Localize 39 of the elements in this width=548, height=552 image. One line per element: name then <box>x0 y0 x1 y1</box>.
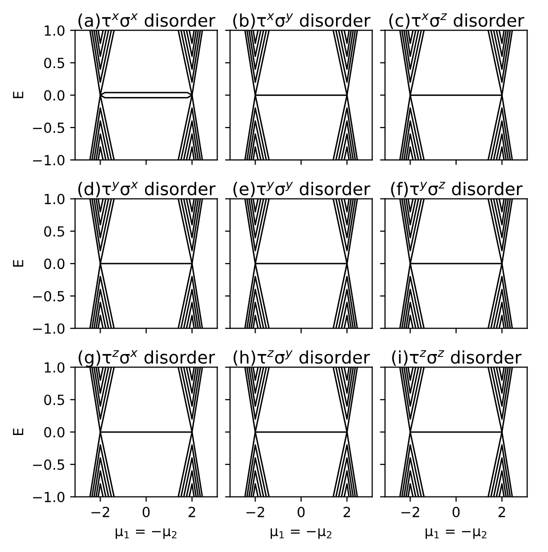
y-tick-label: 0.5 <box>44 394 64 406</box>
y-tick-label: −1.0 <box>33 323 64 334</box>
y-axis-title: E <box>13 260 24 267</box>
y-tick-label: 0.0 <box>44 426 64 438</box>
x-tick-label: 0 <box>142 506 150 518</box>
x-axis-title: μ$_{1}$ = −μ$_{2}$ <box>116 528 176 539</box>
chart-title: (f)τ$^{y}$σ$^{z}$ disorder <box>391 182 523 198</box>
y-axis-title: E <box>13 92 24 98</box>
chart-title: (h)τ$^{z}$σ$^{y}$ disorder <box>234 350 370 366</box>
y-tick-label: −0.5 <box>33 122 64 134</box>
x-tick-label: −2 <box>246 506 264 518</box>
y-axis-title: E <box>13 428 24 436</box>
y-tick-label: 1.0 <box>44 194 64 204</box>
y-tick-label: 1.0 <box>44 362 64 373</box>
y-tick-label: 1.0 <box>44 25 64 36</box>
chart-title: (c)τ$^{x}$σ$^{z}$ disorder <box>389 13 524 29</box>
y-tick-label: −1.0 <box>33 492 64 502</box>
y-tick-label: −0.5 <box>33 290 64 302</box>
y-tick-label: 0.0 <box>44 90 64 101</box>
chart-title: (i)τ$^{z}$σ$^{z}$ disorder <box>392 350 522 366</box>
y-tick-label: −0.5 <box>33 459 64 470</box>
x-tick-label: 2 <box>188 506 196 518</box>
y-tick-label: 0.0 <box>44 258 64 270</box>
y-tick-label: 0.5 <box>44 58 64 68</box>
x-tick-label: −2 <box>92 506 110 518</box>
chart-title: (e)τ$^{y}$σ$^{y}$ disorder <box>233 182 370 198</box>
x-tick-label: 0 <box>452 506 460 518</box>
chart-title: (g)τ$^{z}$σ$^{x}$ disorder <box>78 350 216 368</box>
y-tick-label: 0.5 <box>44 226 64 237</box>
x-axis-title: μ$_{1}$ = −μ$_{2}$ <box>426 528 486 539</box>
x-tick-label: 2 <box>498 506 505 518</box>
chart-title: (d)τ$^{y}$σ$^{x}$ disorder <box>78 182 216 198</box>
x-tick-label: 0 <box>298 506 305 518</box>
chart-title: (a)τ$^{x}$σ$^{x}$ disorder <box>78 13 216 29</box>
y-tick-label: −1.0 <box>33 154 64 166</box>
chart-title: (b)τ$^{x}$σ$^{y}$ disorder <box>233 13 370 29</box>
x-tick-label: −2 <box>401 506 420 518</box>
x-tick-label: 2 <box>344 506 350 518</box>
x-axis-title: μ$_{1}$ = −μ$_{2}$ <box>270 528 332 539</box>
